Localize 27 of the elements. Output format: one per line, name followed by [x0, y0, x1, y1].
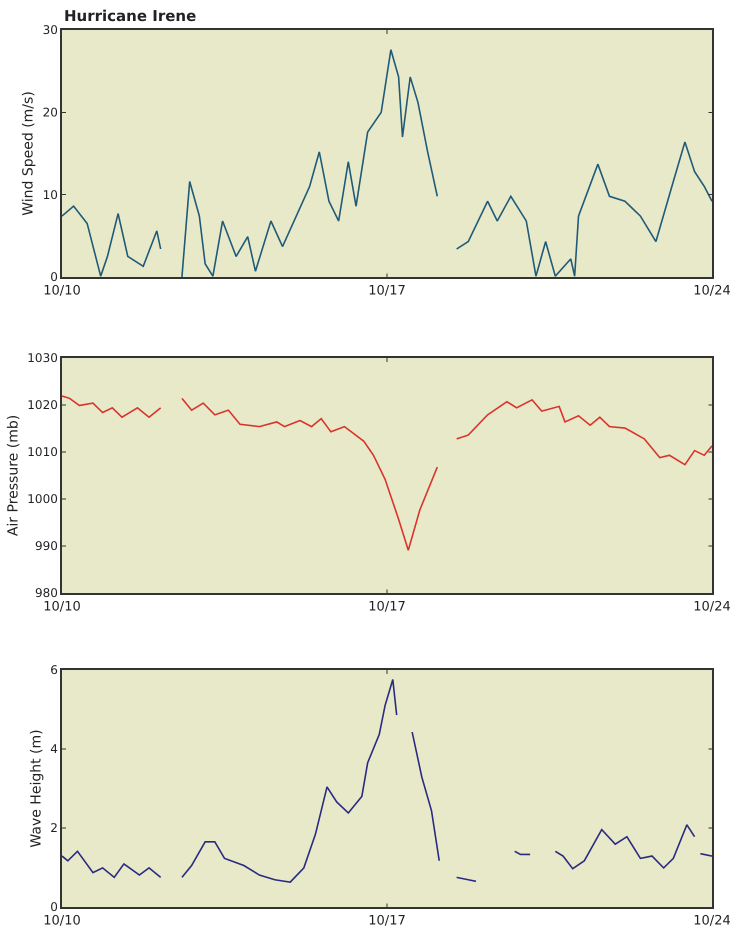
y-tick-label: 1010	[27, 445, 58, 460]
x-tick-label: 10/17	[368, 283, 406, 298]
x-tick-label: 10/17	[368, 599, 406, 614]
y-tick-label: 30	[42, 23, 58, 38]
y-tick-label: 990	[34, 539, 58, 554]
y-axis-title: Air Pressure (mb)	[5, 414, 22, 536]
y-tick-label: 6	[50, 663, 58, 678]
y-axis-title: Wave Height (m)	[28, 729, 44, 848]
y-tick-label: 1030	[27, 351, 58, 366]
x-tick-label: 10/24	[693, 599, 731, 614]
y-tick-label: 0	[50, 900, 58, 914]
y-tick-label: 20	[42, 106, 58, 120]
y-tick-label: 1020	[27, 398, 58, 412]
y-tick-label: 980	[34, 586, 58, 600]
x-tick-label: 10/10	[43, 599, 81, 614]
x-tick-label: 10/24	[693, 283, 731, 298]
y-tick-label: 4	[50, 742, 58, 756]
y-tick-label: 10	[42, 188, 58, 202]
y-tick-label: 2	[50, 821, 58, 836]
y-axis-title: Wind Speed (m/s)	[20, 91, 37, 216]
y-tick-label: 1000	[27, 492, 58, 506]
x-tick-label: 10/17	[368, 913, 406, 928]
chart-title: Hurricane Irene	[64, 7, 196, 25]
y-tick-label: 0	[50, 270, 58, 284]
x-tick-label: 10/10	[43, 283, 81, 298]
x-tick-label: 10/24	[693, 913, 731, 928]
x-tick-label: 10/10	[43, 913, 81, 928]
